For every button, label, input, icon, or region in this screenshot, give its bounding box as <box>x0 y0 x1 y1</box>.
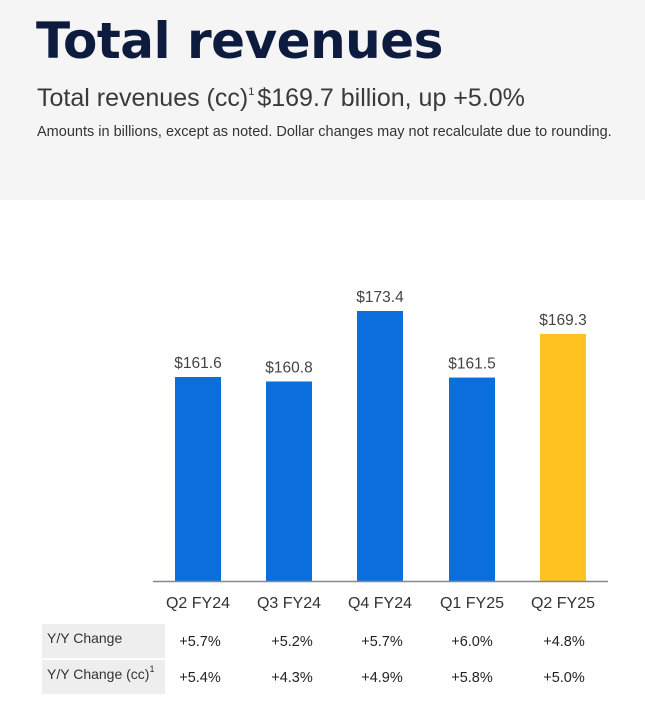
bar-value-label: $161.6 <box>174 355 221 372</box>
category-label: Q3 FY24 <box>257 595 321 612</box>
category-label: Q4 FY24 <box>348 595 412 612</box>
category-label: Q2 FY24 <box>166 595 230 612</box>
table-cell: +4.3% <box>271 670 313 686</box>
row-label-text: Y/Y Change (cc) <box>47 666 150 682</box>
bar-value-label: $160.8 <box>265 359 312 376</box>
bar-q1-fy25 <box>449 377 495 581</box>
table-cell: +5.7% <box>179 634 221 650</box>
subtitle-main: Total revenues (cc) <box>37 84 249 112</box>
table-row-yy-change: Y/Y Change +5.7% +5.2% +5.7% +6.0% +4.8% <box>42 624 602 658</box>
table-cell: +5.7% <box>361 634 403 650</box>
row-label-yy-change: Y/Y Change <box>42 624 165 658</box>
table-row-yy-change-cc: Y/Y Change (cc)1 +5.4% +4.3% +4.9% +5.8%… <box>42 660 602 694</box>
bar-q3-fy24 <box>266 381 312 581</box>
subtitle-value: $169.7 billion, up +5.0% <box>257 84 525 112</box>
bar-value-label: $161.5 <box>448 356 495 373</box>
table-cell: +5.0% <box>543 670 585 686</box>
subtitle-footnote: 1 <box>248 86 255 98</box>
table-cell: +5.4% <box>179 670 221 686</box>
table-cell: +4.8% <box>543 634 585 650</box>
table-cell: +4.9% <box>361 670 403 686</box>
subtitle: Total revenues (cc)1 $169.7 billion, up +… <box>37 84 525 113</box>
row-label-footnote: 1 <box>149 664 155 674</box>
table-cell: +5.8% <box>451 670 493 686</box>
header-panel: Total revenues Total revenues (cc)1 $169.… <box>0 0 645 200</box>
bar-q2-fy25 <box>540 333 586 581</box>
category-label: Q2 FY25 <box>531 595 595 612</box>
row-label-text: Y/Y Change <box>47 630 123 646</box>
revenue-bar-chart: $161.6 Q2 FY24 $160.8 Q3 FY24 $173.4 Q4 FY24 $… <box>153 289 608 612</box>
amounts-note: Amounts in billions, except as noted. Do… <box>37 124 612 140</box>
bar-value-label: $173.4 <box>356 289 404 306</box>
table-cell: +5.2% <box>271 634 313 650</box>
table-cell: +6.0% <box>451 634 493 650</box>
bar-q4-fy24 <box>357 311 403 581</box>
row-label-yy-change-cc: Y/Y Change (cc)1 <box>42 660 165 694</box>
bar-value-label: $169.3 <box>539 312 586 329</box>
bar-q2-fy24 <box>175 377 221 581</box>
page-title: Total revenues <box>36 12 443 70</box>
category-label: Q1 FY25 <box>440 595 504 612</box>
